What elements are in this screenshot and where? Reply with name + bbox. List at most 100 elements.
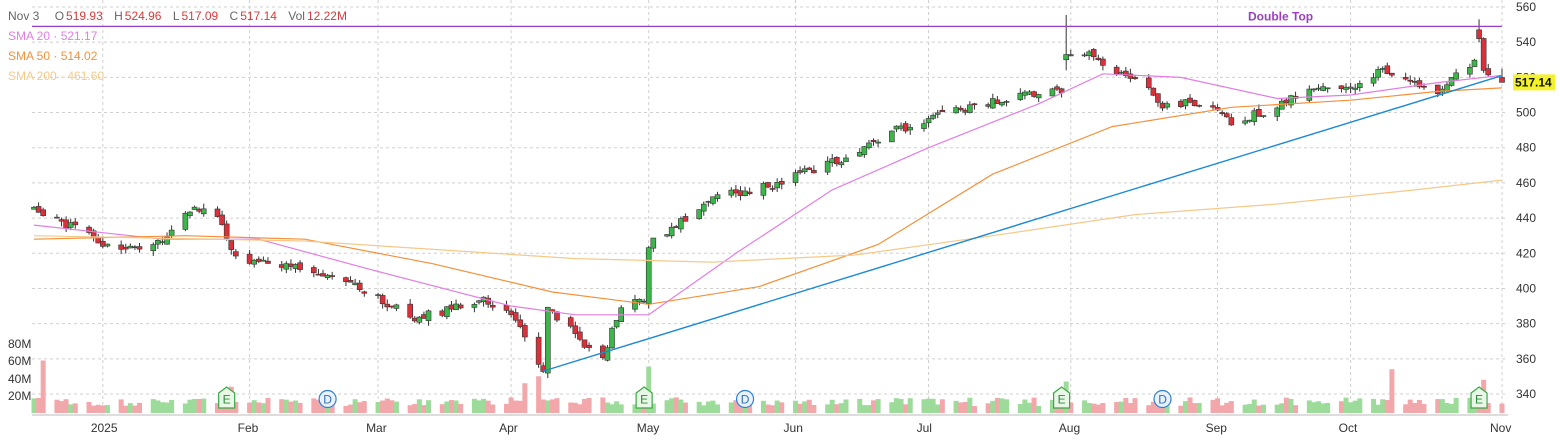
candle-body: [389, 305, 395, 308]
volume-bar: [1389, 369, 1395, 413]
volume-bar: [421, 405, 427, 413]
candle-body: [678, 218, 684, 230]
volume-bar: [793, 400, 799, 413]
earnings-marker[interactable]: E: [1470, 386, 1488, 409]
volume-bar: [1004, 399, 1010, 413]
candle-body: [1017, 92, 1024, 100]
volume-bar: [1114, 402, 1120, 413]
volume-bar: [577, 404, 583, 413]
candle-body: [448, 304, 455, 310]
candle-body: [705, 201, 712, 203]
volume-bar: [40, 360, 46, 413]
candle-body: [861, 146, 868, 155]
candle-body: [806, 167, 813, 170]
x-tick-label: Feb: [238, 421, 259, 435]
candle-body: [315, 273, 322, 276]
candle-body: [1035, 94, 1042, 99]
volume-bar: [1283, 397, 1289, 413]
volume-bar: [600, 397, 606, 413]
candle-body: [1132, 77, 1138, 80]
candle-body: [150, 244, 157, 251]
volume-bar: [393, 401, 399, 413]
volume-bar: [1449, 403, 1455, 413]
candle-body: [393, 304, 400, 309]
candle-body: [246, 253, 253, 264]
candle-body: [1246, 119, 1253, 122]
volume-bar: [1196, 402, 1202, 413]
candle-body: [31, 206, 37, 210]
y-tick-label: 540: [1516, 35, 1536, 49]
volume-bar: [201, 398, 207, 413]
candle-body: [118, 244, 124, 250]
dividend-marker[interactable]: D: [318, 389, 337, 409]
volume-bar: [728, 402, 734, 413]
dividend-marker[interactable]: D: [735, 389, 755, 409]
earnings-marker[interactable]: E: [218, 386, 236, 409]
volume-axis-label: 20M: [8, 389, 32, 403]
candle-body: [384, 303, 391, 308]
candle-body: [265, 260, 271, 264]
volume-bar: [760, 400, 766, 413]
volume-bar: [1348, 402, 1354, 413]
volume-bar: [838, 403, 844, 413]
earnings-marker[interactable]: E: [635, 386, 653, 409]
candle-body: [994, 99, 1001, 105]
candle-body: [223, 223, 230, 239]
candle-body: [636, 298, 643, 303]
volume-bar: [104, 405, 110, 413]
volume-bar: [260, 403, 266, 413]
candle-body: [1347, 86, 1354, 89]
candle-body: [1306, 88, 1313, 101]
volume-bar: [187, 399, 193, 413]
candle-body: [164, 236, 170, 245]
candle-body: [421, 314, 427, 319]
candle-body: [347, 280, 354, 283]
x-tick-label: Jul: [917, 421, 932, 435]
sma200-legend[interactable]: SMA 200 · 461.60: [8, 69, 105, 83]
candle-body: [664, 234, 670, 237]
sma20-legend[interactable]: SMA 20 · 521.17: [8, 29, 98, 43]
candle-body: [1196, 104, 1203, 107]
candle-body: [737, 190, 744, 196]
candle-body: [425, 310, 432, 321]
candle-body: [352, 282, 358, 286]
candle-body: [1499, 77, 1505, 83]
open-label: O: [54, 9, 65, 23]
candle-body: [320, 273, 326, 277]
marker-letter: E: [1058, 393, 1066, 407]
dividend-marker[interactable]: D: [1153, 389, 1172, 409]
volume-bar: [770, 405, 776, 413]
volume-bar: [705, 401, 711, 413]
sma50-legend[interactable]: SMA 50 · 514.02: [8, 49, 98, 63]
volume-value: 12.22M: [306, 9, 347, 23]
volume-bar: [779, 402, 785, 413]
close-value: 517.14: [240, 9, 277, 23]
volume-bar: [1288, 398, 1294, 413]
volume-bar: [811, 404, 817, 413]
candle-body: [411, 317, 418, 322]
y-tick-label: 380: [1516, 317, 1536, 331]
volume-bar: [68, 404, 74, 413]
volume-bar: [320, 404, 326, 413]
candle-body: [1223, 113, 1230, 118]
earnings-marker[interactable]: E: [1053, 386, 1071, 409]
volume-bar: [673, 397, 679, 413]
volume-bar: [233, 401, 239, 413]
candle-body: [260, 259, 267, 262]
volume-bar: [1352, 400, 1358, 413]
volume-bar: [1384, 400, 1390, 413]
candle-body: [100, 240, 106, 247]
candle-body: [297, 262, 303, 270]
candle-body: [54, 216, 60, 219]
y-tick-label: 560: [1516, 0, 1536, 14]
x-tick-label: Oct: [1339, 421, 1358, 435]
candle-body: [824, 160, 831, 173]
candle-body: [1178, 100, 1184, 107]
volume-bars: [31, 360, 1505, 413]
volume-bar: [999, 398, 1005, 413]
volume-bar: [609, 404, 615, 413]
candle-body: [1118, 71, 1125, 74]
volume-bar: [1150, 401, 1156, 413]
